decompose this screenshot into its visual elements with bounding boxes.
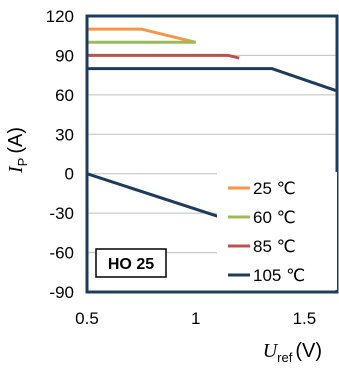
legend-background [217,172,337,290]
series-line-3 [87,67,338,93]
y-tick-label: -30 [49,204,74,223]
plot-frame [85,14,339,294]
x-tick-label: 1.5 [293,309,317,328]
annotation-label: HO 25 [108,256,154,273]
legend-label: 25 ℃ [253,179,296,198]
y-tick-label: 90 [55,46,74,65]
x-axis-title: Uref (V) [263,340,322,365]
y-tick-label: -90 [49,283,74,302]
x-axis-label: Uref (V) [263,340,322,365]
tick-layer: 120 90 60 30 0 -30 -60 -900.5 1 1.5 [46,7,317,328]
legend-label: 60 ℃ [253,208,296,227]
annotation-box: HO 25 [95,248,167,278]
y-tick-label: 60 [55,86,74,105]
y-tick-label: -60 [49,244,74,263]
legend-label: 105 ℃ [253,266,305,285]
y-tick-label: 0 [65,165,74,184]
y-axis-title: IP(A) [5,127,30,174]
y-axis-label: IP(A) [5,127,30,174]
legend-label: 85 ℃ [253,237,296,256]
y-tick-label: 120 [46,7,74,26]
x-tick-label: 1 [191,309,200,328]
x-tick-label: 0.5 [75,309,99,328]
series-line-0 [87,27,197,44]
y-tick-label: 30 [55,125,74,144]
legend: 25 ℃ 60 ℃ 85 ℃ 105 ℃ [217,172,337,290]
annotation-frame [95,248,167,278]
series-line-2 [87,53,240,60]
